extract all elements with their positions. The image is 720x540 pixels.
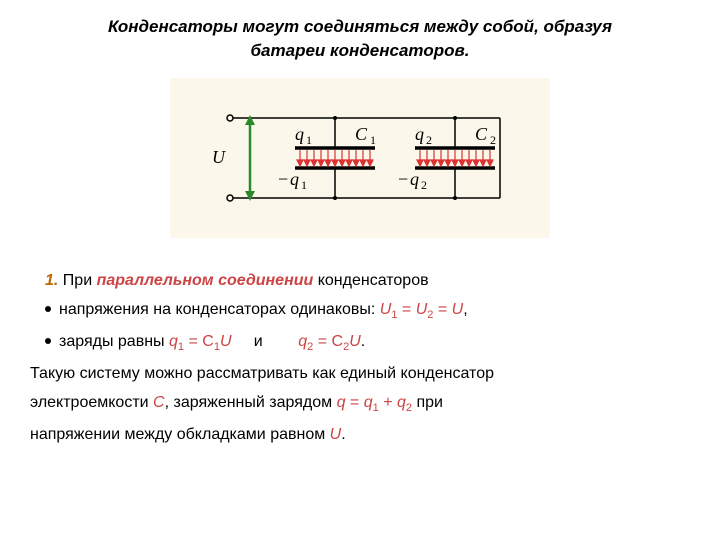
line-1: 1. При параллельном соединении конденсат… — [45, 268, 690, 294]
para2-line3: напряжении между обкладками равном U. — [30, 422, 690, 448]
svg-text:1: 1 — [301, 178, 307, 192]
title: Конденсаторы могут соединяться между соб… — [30, 15, 690, 63]
svg-text:C: C — [475, 124, 488, 144]
circuit-diagram: U q — [170, 78, 550, 238]
title-line1: Конденсаторы могут соединяться между соб… — [108, 17, 612, 36]
svg-text:2: 2 — [490, 133, 496, 147]
para2-line1: Такую систему можно рассматривать как ед… — [30, 361, 690, 387]
svg-text:−: − — [398, 169, 408, 189]
svg-text:1: 1 — [306, 133, 312, 147]
bullet-icon — [45, 306, 51, 312]
svg-text:C: C — [355, 124, 368, 144]
svg-text:−: − — [278, 169, 288, 189]
body-text: 1. При параллельном соединении конденсат… — [30, 268, 690, 448]
svg-text:q: q — [415, 124, 424, 144]
line-2: напряжения на конденсаторах одинаковы: U… — [45, 297, 690, 325]
bullet-icon — [45, 338, 51, 344]
svg-text:2: 2 — [421, 178, 427, 192]
line-3: заряды равны q1 = C1U и q2 = C2U. — [45, 329, 690, 357]
svg-text:U: U — [212, 147, 226, 167]
svg-text:q: q — [295, 124, 304, 144]
item-number: 1. — [45, 272, 58, 289]
svg-text:q: q — [290, 169, 299, 189]
title-line2: батареи конденсаторов. — [251, 41, 470, 60]
para2-line2: электроемкости C, заряженный зарядом q =… — [30, 390, 690, 418]
svg-text:2: 2 — [426, 133, 432, 147]
diagram-container: U q — [30, 78, 690, 238]
svg-text:q: q — [410, 169, 419, 189]
svg-text:1: 1 — [370, 133, 376, 147]
